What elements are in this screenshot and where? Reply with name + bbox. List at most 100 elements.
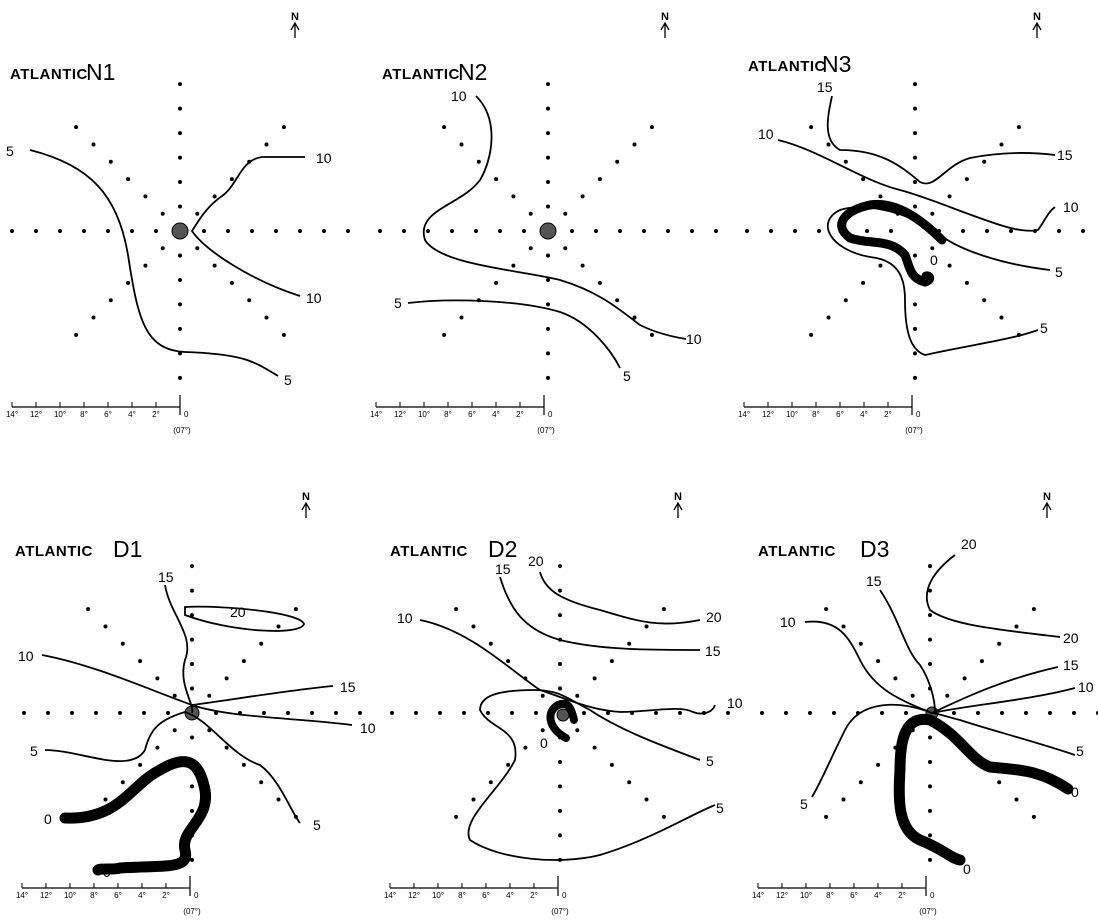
- station-dot: [1000, 711, 1004, 715]
- station-dot: [286, 711, 290, 715]
- station-dot: [511, 194, 516, 199]
- scale-tick-label: 12°: [776, 891, 788, 900]
- station-dot: [913, 375, 917, 380]
- station-dot: [904, 711, 908, 715]
- station-dot: [930, 246, 935, 251]
- station-dot: [809, 125, 814, 130]
- scale-tick-label: 10°: [418, 410, 430, 419]
- isolines: [804, 554, 1076, 798]
- station-dot: [843, 298, 848, 303]
- station-dot: [558, 564, 562, 569]
- station-dot: [985, 229, 989, 233]
- station-dot: [913, 302, 917, 307]
- station-dot: [190, 784, 194, 789]
- scale-reference-longitude: (07°): [905, 426, 923, 435]
- scale-reference-longitude: (07°): [919, 907, 937, 916]
- station-dot: [678, 711, 682, 715]
- station-dot: [861, 177, 866, 182]
- scale-tick-label: 0: [930, 891, 935, 900]
- station-dot: [690, 229, 694, 233]
- station-dot: [575, 693, 580, 698]
- station-dot: [190, 686, 194, 691]
- station-dot: [276, 624, 281, 629]
- contour-label: 0: [540, 735, 548, 751]
- station-dot: [293, 607, 298, 612]
- contour-labels: 20 15 10 20 15 10 0 5 5: [397, 553, 743, 816]
- station-dot: [580, 263, 585, 268]
- station-dot: [103, 624, 108, 629]
- station-dot: [494, 177, 499, 182]
- station-dot: [459, 315, 464, 320]
- contour-label: 0: [930, 252, 938, 268]
- station-dot: [442, 125, 447, 130]
- station-dot: [459, 142, 464, 147]
- scale-tick-label: 0: [194, 891, 199, 900]
- station-dot: [322, 229, 326, 233]
- station-dot: [378, 229, 382, 233]
- scale-reference-longitude: (07°): [173, 426, 191, 435]
- station-dot: [546, 82, 550, 87]
- scale-reference-longitude: (07°): [183, 907, 201, 916]
- contour-label: 5: [716, 800, 724, 816]
- station-dot: [1009, 229, 1013, 233]
- station-dot: [817, 229, 821, 233]
- scale-tick-label: 6°: [836, 410, 844, 419]
- station-dot: [930, 211, 935, 216]
- station-dot: [190, 637, 194, 642]
- scale-tick-label: 6°: [104, 410, 112, 419]
- contour-label: 5: [313, 817, 321, 833]
- station-dot: [22, 711, 26, 715]
- contour-label: 10: [18, 648, 34, 664]
- north-label: N: [674, 491, 682, 503]
- contour-label: 15: [158, 569, 174, 585]
- station-dot: [632, 142, 637, 147]
- station-dot: [498, 229, 502, 233]
- station-dot: [928, 760, 932, 764]
- contour-label: 10: [758, 126, 774, 142]
- panel-title: ATLANTIC: [758, 543, 836, 560]
- contour-label: 5: [623, 368, 631, 384]
- station-dot: [979, 659, 984, 664]
- station-dot: [207, 693, 212, 698]
- station-dot: [546, 278, 550, 282]
- station-dot: [1031, 607, 1036, 612]
- station-dot: [1057, 229, 1061, 233]
- station-dot: [488, 641, 493, 646]
- station-dot: [644, 797, 649, 802]
- station-dot: [212, 194, 217, 199]
- station-dot: [654, 711, 658, 715]
- station-dot: [826, 142, 831, 147]
- station-dot: [661, 607, 666, 612]
- scale-tick-label: 12°: [762, 410, 774, 419]
- station-dot: [534, 711, 538, 715]
- station-dot: [546, 302, 550, 307]
- station-dot: [597, 177, 602, 182]
- north-arrow: N: [1032, 11, 1042, 38]
- north-arrow: N: [673, 491, 683, 518]
- station-dot: [876, 762, 881, 767]
- north-label: N: [1033, 11, 1041, 23]
- station-dot: [997, 641, 1002, 646]
- station-dot: [615, 159, 620, 164]
- station-dot: [615, 298, 620, 303]
- station-dot: [910, 693, 915, 698]
- contour-label: 5: [284, 372, 292, 388]
- station-dot: [540, 728, 545, 733]
- station-dot: [528, 246, 533, 251]
- station-dot: [390, 711, 394, 715]
- panel-code: N2: [458, 59, 487, 85]
- station-dot: [46, 711, 50, 715]
- scale-tick-label: 0: [184, 410, 189, 419]
- contour-label: 10: [397, 610, 413, 626]
- station-dot: [1014, 797, 1019, 802]
- scale-tick-label: 2°: [898, 891, 906, 900]
- station-dot: [126, 280, 131, 285]
- station-dot: [226, 229, 230, 233]
- station-dot: [202, 229, 206, 233]
- station-dot: [546, 326, 550, 331]
- station-dot: [632, 315, 637, 320]
- station-dot: [809, 332, 814, 337]
- contour-labels: 15 10 15 10 0 5 5: [758, 79, 1079, 336]
- north-arrow: N: [301, 491, 311, 518]
- station-dot: [250, 229, 254, 233]
